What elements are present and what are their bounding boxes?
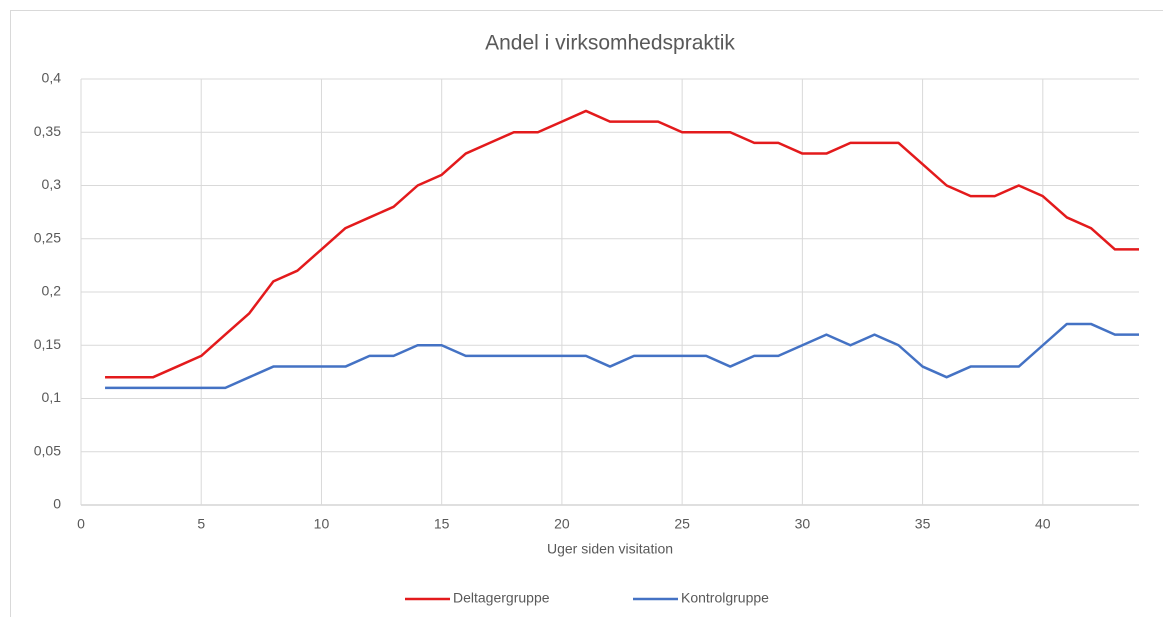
y-tick-label: 0 — [53, 496, 61, 512]
x-tick-label: 30 — [795, 516, 811, 532]
x-tick-label: 25 — [674, 516, 690, 532]
y-tick-label: 0,25 — [34, 229, 61, 245]
y-tick-label: 0,3 — [42, 176, 62, 192]
x-axis-label: Uger siden visitation — [547, 541, 673, 557]
legend: Deltagergruppe Kontrolgruppe — [405, 590, 769, 606]
y-tick-label: 0,4 — [42, 70, 62, 86]
x-tick-label: 15 — [434, 516, 450, 532]
chart-title: Andel i virksomhedspraktik — [485, 32, 735, 55]
x-tick-label: 0 — [77, 516, 85, 532]
legend-label: Kontrolgruppe — [681, 590, 769, 606]
y-tick-label: 0,15 — [34, 336, 61, 352]
y-tick-label: 0,2 — [42, 283, 62, 299]
y-tick-label: 0,05 — [34, 442, 61, 458]
series-line — [105, 322, 1139, 390]
series-line — [105, 109, 1139, 379]
lines — [105, 109, 1139, 390]
y-tick-label: 0,1 — [42, 389, 62, 405]
x-tick-label: 20 — [554, 516, 570, 532]
x-tick-label: 5 — [197, 516, 205, 532]
y-tick-label: 0,35 — [34, 123, 61, 139]
x-tick-label: 35 — [915, 516, 931, 532]
chart-border — [10, 10, 1163, 617]
grid: 0 0,05 0,1 0,15 0,2 0,25 0,3 0,35 0,4 0 5 10 15 20 25 3… — [34, 70, 1139, 532]
x-tick-label: 10 — [314, 516, 330, 532]
legend-label: Deltagergruppe — [453, 590, 550, 606]
x-tick-label: 40 — [1035, 516, 1051, 532]
